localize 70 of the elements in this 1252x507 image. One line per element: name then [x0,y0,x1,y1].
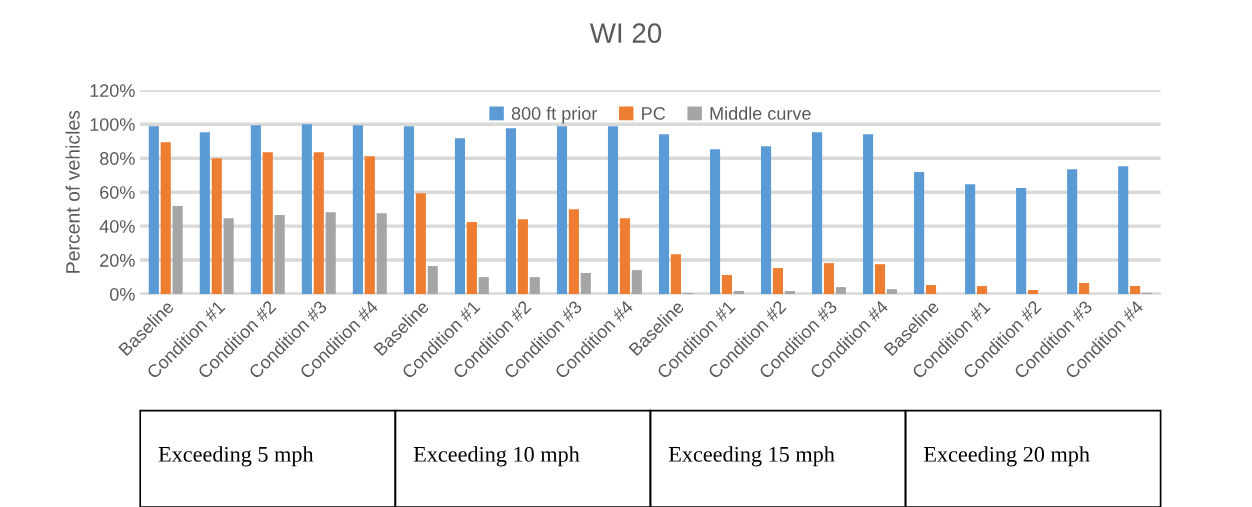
bar [874,264,886,295]
bar [784,291,795,295]
y-tick-label: 0% [109,287,135,301]
legend-label: PC [642,107,666,120]
bar [914,172,925,295]
bar [556,126,568,295]
bar [1130,286,1141,295]
bar [262,152,273,295]
bar [376,213,387,295]
bar [313,152,324,295]
legend-label: Middle curve [710,106,811,120]
bar [454,138,465,295]
bar [1028,289,1039,295]
bar [250,125,261,295]
y-tick-label: 20% [100,254,135,267]
y-tick-label: 120% [90,84,135,97]
bar [505,128,517,295]
bar [199,132,210,295]
bar [658,134,670,295]
y-axis-title: Percent of vehicles [65,110,80,273]
bar [466,222,477,295]
bar [965,184,976,295]
chart-title: WI 20 [589,23,662,43]
bar [403,126,414,295]
bar [274,215,285,295]
text: Exceeding 5 mph [158,446,314,467]
bar [772,268,784,295]
bar [1079,283,1090,295]
y-tick-label: 100% [90,118,135,131]
bar [823,263,835,295]
bar [925,285,937,295]
bar [733,291,744,295]
bar [529,277,540,295]
bar [1118,166,1129,295]
bar [631,270,642,295]
y-tick-label: 80% [100,152,135,165]
bar [619,218,630,295]
bar [301,124,312,295]
bar [352,125,363,295]
bar [172,206,183,295]
bar [148,126,159,295]
bar [607,126,619,295]
bar [835,287,846,295]
bar [670,254,681,295]
text: Exceeding 10 mph [413,446,580,467]
legend-label: 800 ft prior [511,106,598,124]
bar [976,286,988,295]
bar [160,142,171,295]
bar [863,134,874,295]
bar [364,156,375,295]
bar [223,218,234,295]
bar [812,132,823,295]
bar [761,146,772,295]
bar [709,149,721,295]
bar [517,219,528,295]
y-tick-label: 40% [99,220,135,233]
bar [478,277,489,295]
y-tick-label: 60% [100,186,135,199]
text: Exceeding 15 mph [668,446,835,467]
bar [427,266,438,295]
bar [1067,169,1078,295]
bar [580,273,591,295]
bar [886,289,897,295]
bar [211,158,222,295]
bar [415,193,426,295]
bar [568,209,579,295]
bar [1016,188,1027,295]
bar [721,275,732,295]
text: Exceeding 20 mph [924,446,1090,467]
bar [325,212,336,295]
